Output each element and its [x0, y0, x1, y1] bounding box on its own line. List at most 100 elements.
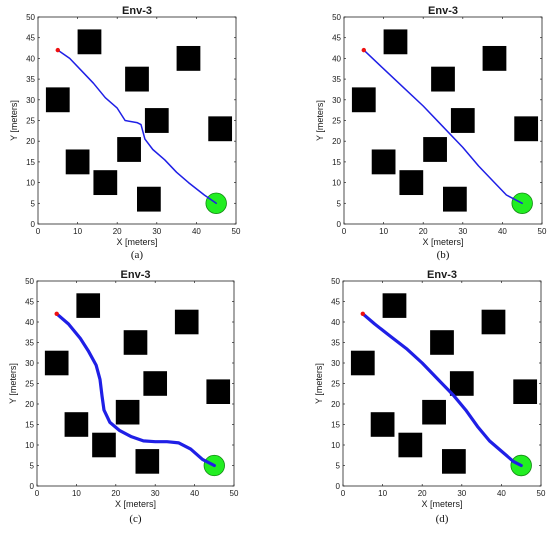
- obstacle: [76, 293, 101, 318]
- panel-2: 0 10 20 30 40 50 0 5 10 15 20 25 30 35 40 45 50 Env-3 X [m…: [8, 269, 239, 525]
- y-tick-label: 10: [331, 441, 340, 450]
- obstacle: [125, 66, 149, 92]
- panel-caption: (a): [131, 249, 144, 261]
- obstacle: [93, 170, 118, 196]
- y-tick-label: 10: [26, 179, 35, 188]
- y-tick-label: 45: [25, 298, 34, 307]
- panel-caption: (b): [437, 249, 450, 261]
- x-tick-label: 20: [419, 227, 428, 236]
- obstacle: [77, 29, 102, 55]
- obstacle: [481, 309, 506, 335]
- obstacle: [449, 371, 474, 396]
- obstacle: [383, 29, 408, 55]
- y-tick-label: 15: [331, 421, 340, 430]
- panel-1: 0 10 20 30 40 50 0 5 10 15 20 25 30 35 40 45 50 Env-3 X [m…: [315, 5, 547, 261]
- y-tick-label: 30: [331, 359, 340, 368]
- x-tick-label: 30: [151, 489, 160, 498]
- obstacle: [422, 399, 446, 425]
- obstacle: [137, 186, 161, 212]
- x-tick-label: 0: [342, 227, 347, 236]
- x-tick-label: 0: [36, 227, 41, 236]
- obstacle: [423, 137, 447, 162]
- start-marker: [361, 47, 366, 53]
- y-tick-label: 0: [336, 482, 341, 491]
- y-tick-label: 15: [332, 158, 341, 167]
- obstacle: [514, 116, 539, 142]
- y-tick-label: 30: [26, 96, 35, 105]
- x-tick-label: 30: [457, 489, 466, 498]
- chart-title: Env-3: [121, 269, 151, 281]
- y-tick-label: 0: [30, 482, 35, 491]
- obstacle: [135, 449, 160, 474]
- x-tick-label: 40: [497, 489, 506, 498]
- y-tick-label: 30: [25, 359, 34, 368]
- y-tick-label: 40: [25, 318, 34, 327]
- x-axis-label: X [meters]: [115, 499, 156, 509]
- start-marker: [360, 311, 365, 316]
- y-tick-label: 10: [25, 441, 34, 450]
- x-tick-label: 10: [73, 227, 82, 236]
- x-tick-label: 40: [498, 227, 507, 236]
- x-tick-label: 30: [152, 227, 161, 236]
- y-tick-label: 40: [331, 318, 340, 327]
- obstacle: [370, 412, 395, 437]
- panel-caption: (d): [436, 513, 449, 525]
- obstacle: [442, 449, 466, 474]
- y-tick-label: 40: [26, 54, 35, 63]
- x-tick-label: 0: [35, 489, 40, 498]
- y-tick-label: 50: [26, 13, 35, 22]
- y-axis-label: Y [meters]: [8, 363, 18, 404]
- y-tick-label: 0: [337, 220, 342, 229]
- y-tick-label: 25: [25, 380, 34, 389]
- obstacle: [208, 116, 233, 142]
- obstacle: [44, 350, 69, 376]
- obstacle: [176, 45, 201, 71]
- y-tick-label: 25: [331, 380, 340, 389]
- trajectory-line: [363, 49, 523, 205]
- panel-caption: (c): [129, 513, 142, 525]
- obstacle: [398, 432, 423, 458]
- x-tick-label: 50: [537, 489, 546, 498]
- y-tick-label: 30: [332, 96, 341, 105]
- obstacle: [117, 137, 141, 162]
- y-axis-label: Y [meters]: [9, 100, 19, 141]
- obstacle: [144, 108, 169, 133]
- x-tick-label: 10: [379, 227, 388, 236]
- x-tick-label: 0: [341, 489, 346, 498]
- y-tick-label: 0: [31, 220, 36, 229]
- y-tick-label: 10: [332, 179, 341, 188]
- x-axis-label: X [meters]: [421, 499, 462, 509]
- obstacle: [450, 108, 475, 133]
- obstacle: [350, 350, 375, 376]
- y-tick-label: 45: [332, 34, 341, 43]
- obstacle: [513, 379, 538, 404]
- y-tick-label: 5: [336, 462, 341, 471]
- y-tick-label: 35: [26, 75, 35, 84]
- y-tick-label: 35: [332, 75, 341, 84]
- obstacle: [443, 186, 467, 212]
- y-tick-label: 35: [331, 339, 340, 348]
- panel-0: 0 10 20 30 40 50 0 5 10 15 20 25 30 35 40 45 50 Env-3 X [m…: [9, 5, 241, 261]
- y-tick-label: 25: [26, 117, 35, 126]
- trajectory-line: [57, 49, 217, 205]
- x-tick-label: 20: [111, 489, 120, 498]
- start-marker: [54, 311, 59, 316]
- obstacle: [206, 379, 231, 404]
- obstacle: [143, 371, 168, 396]
- chart-title: Env-3: [428, 5, 458, 17]
- x-axis-label: X [meters]: [422, 237, 463, 247]
- y-tick-label: 15: [25, 421, 34, 430]
- obstacle: [482, 45, 507, 71]
- x-tick-label: 30: [458, 227, 467, 236]
- obstacle: [430, 330, 454, 355]
- obstacle: [123, 330, 148, 355]
- panel-3: 0 10 20 30 40 50 0 5 10 15 20 25 30 35 40 45 50 Env-3 X [m…: [314, 269, 546, 525]
- y-tick-label: 5: [337, 199, 342, 208]
- y-axis-label: Y [meters]: [315, 100, 325, 141]
- y-tick-label: 45: [26, 34, 35, 43]
- obstacle: [431, 66, 455, 92]
- obstacle: [45, 87, 70, 113]
- y-tick-label: 25: [332, 117, 341, 126]
- y-tick-label: 45: [331, 298, 340, 307]
